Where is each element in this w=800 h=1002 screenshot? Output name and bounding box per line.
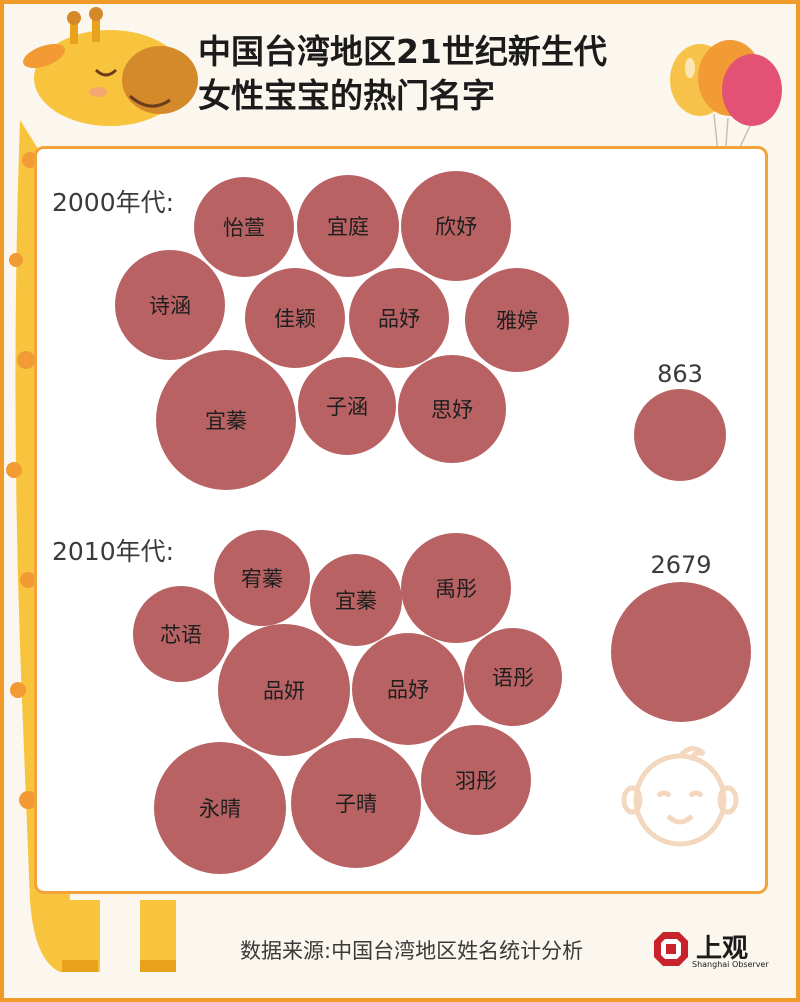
bubble-label: 品妤 (378, 307, 420, 331)
bubble-2010s-4 (133, 586, 229, 682)
source-note: 数据来源:中国台湾地区姓名统计分析 (240, 939, 584, 963)
bubble-2010s-9 (291, 738, 421, 868)
bubble-2000s-7 (465, 268, 569, 372)
bubble-2010s-5 (218, 624, 350, 756)
title-line-2: 女性宝宝的热门名字 (198, 76, 495, 115)
bubble-2000s-10 (398, 355, 506, 463)
bubble-label: 子晴 (335, 792, 377, 816)
bubble-label: 宜蓁 (205, 409, 247, 433)
bubble-label: 怡萱 (223, 216, 265, 240)
bubble-label: 宜蓁 (335, 589, 377, 613)
balloon-icon (670, 40, 782, 172)
bubble-2010s-6 (352, 633, 464, 745)
logo: 上观 Shanghai Observer (652, 928, 772, 976)
bubble-2010s-10 (421, 725, 531, 835)
bubble-2000s-2 (297, 175, 399, 277)
bubble-2000s-8 (156, 350, 296, 490)
bubble-2000s-1 (194, 177, 294, 277)
bubble-label: 语彤 (492, 666, 534, 690)
decade-label-2000s: 2000年代: (52, 188, 175, 217)
legend-value-2000s: 863 (657, 360, 703, 388)
bubble-label: 芯语 (160, 623, 202, 647)
logo-subtext: Shanghai Observer (692, 960, 769, 969)
page-title: 中国台湾地区21世纪新生代 女性宝宝的热门名字 (198, 30, 668, 118)
bubble-label: 羽彤 (455, 769, 497, 793)
title-line-1: 中国台湾地区21世纪新生代 (198, 32, 607, 71)
bubble-2000s-3 (401, 171, 511, 281)
legend-bubble-2000s (634, 389, 726, 481)
baby-face-icon (621, 746, 739, 847)
bubble-2010s-3 (401, 533, 511, 643)
bubble-label: 佳颖 (274, 307, 316, 331)
bubble-label: 诗涵 (149, 294, 191, 318)
legend-bubble-2010s (611, 582, 751, 722)
bubble-2000s-9 (298, 357, 396, 455)
bubble-label: 宥蓁 (241, 567, 283, 591)
bubble-2010s-7 (464, 628, 562, 726)
bubble-label: 品妤 (387, 678, 429, 702)
bubble-label: 子涵 (326, 395, 368, 419)
bubble-label: 雅婷 (496, 309, 538, 333)
logo-text: 上观 (696, 934, 749, 964)
bubble-label: 永晴 (199, 797, 241, 821)
decade-label-2010s: 2010年代: (52, 537, 175, 566)
bubble-2000s-4 (115, 250, 225, 360)
bubble-label: 品妍 (263, 679, 305, 703)
logo-mark-icon (654, 932, 688, 966)
bubble-2000s-6 (349, 268, 449, 368)
bubble-label: 欣妤 (435, 215, 477, 239)
bubble-2000s-5 (245, 268, 345, 368)
bubble-label: 禹彤 (435, 577, 477, 601)
bubble-label: 宜庭 (327, 215, 369, 239)
bubble-2010s-2 (310, 554, 402, 646)
legend-value-2010s: 2679 (650, 551, 711, 579)
bubble-2010s-8 (154, 742, 286, 874)
bubble-label: 思妤 (431, 398, 473, 422)
bubble-2010s-1 (214, 530, 310, 626)
